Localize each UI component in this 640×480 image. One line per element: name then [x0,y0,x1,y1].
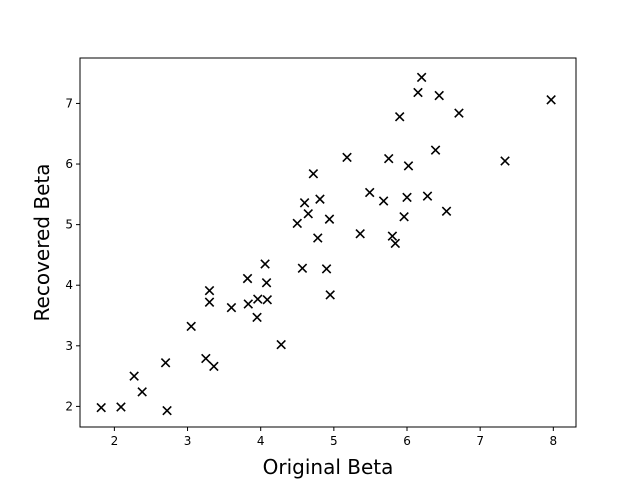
data-point [116,402,126,412]
data-point [253,294,263,304]
data-point [403,161,414,171]
data-point [226,302,237,313]
data-point [299,198,310,208]
x-tick-label: 6 [403,434,411,448]
data-point [342,152,352,163]
data-point [201,353,211,364]
data-point [186,321,196,332]
data-point [430,145,441,155]
data-point [292,218,303,229]
x-tick-label: 2 [111,434,119,448]
y-tick-label: 3 [65,339,73,353]
data-point [260,259,270,269]
y-tick-label: 6 [65,157,73,171]
data-point [434,90,444,101]
x-axis-title: Original Beta [263,455,394,479]
y-axis-ticks: 2 3 4 5 6 7 [65,96,80,413]
data-point [160,358,171,368]
y-axis-title: Recovered Beta [30,164,54,322]
data-point [416,72,427,83]
data-point [303,208,314,219]
data-point [387,231,398,241]
x-tick-label: 7 [476,434,484,448]
data-point [378,196,389,206]
x-tick-label: 5 [330,434,338,448]
data-point [276,339,286,350]
data-point [546,95,556,105]
data-markers [96,72,556,416]
data-point [209,361,219,372]
data-point [243,299,254,309]
data-point [422,191,433,201]
data-point [413,87,423,98]
data-point [364,187,375,198]
data-point [137,387,147,397]
data-point [321,264,332,274]
data-point [252,312,262,323]
y-tick-label: 2 [65,399,73,413]
plot-area [80,58,576,427]
data-point [297,263,308,274]
data-point [204,285,215,296]
data-point [204,297,215,307]
data-point [324,214,335,224]
data-point [162,405,172,416]
x-tick-label: 3 [184,434,192,448]
data-point [129,371,139,381]
data-point [383,153,394,164]
data-point [441,206,452,217]
y-tick-label: 5 [65,218,73,232]
data-point [261,278,272,288]
y-tick-label: 7 [65,96,73,110]
data-point [399,211,409,222]
data-point [454,108,464,118]
data-point [96,402,106,413]
data-point [500,156,510,166]
data-point [262,294,273,305]
plot-frame [79,57,577,428]
y-tick-label: 4 [65,278,73,292]
x-tick-label: 8 [550,434,558,448]
x-axis-ticks: 2 3 4 5 6 7 8 [111,427,558,448]
data-point [315,194,325,204]
data-point [242,273,253,284]
data-point [402,192,412,203]
x-tick-label: 4 [257,434,265,448]
data-point [394,112,405,122]
data-point [355,228,365,239]
data-point [325,290,335,300]
data-point [390,238,401,249]
data-point [312,233,323,243]
data-point [308,168,319,179]
